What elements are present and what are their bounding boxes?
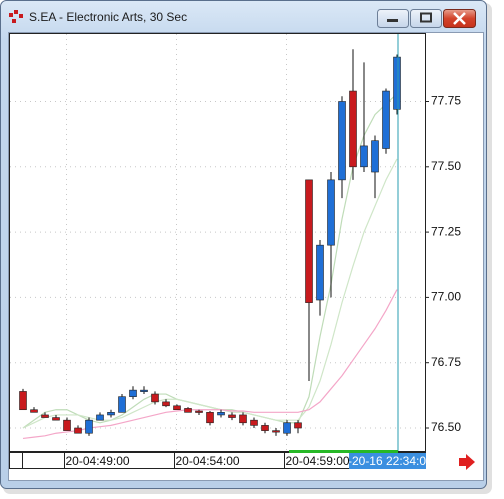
x-tick-label: 20-04:54:00: [176, 454, 240, 468]
candle-body: [206, 412, 214, 424]
candle-body: [30, 409, 38, 413]
candle-body: [118, 396, 126, 413]
candle-body: [41, 414, 49, 418]
candle-body: [162, 401, 170, 407]
candle-body: [184, 408, 192, 413]
candle-body: [239, 414, 247, 424]
candle-body: [294, 422, 302, 429]
candle-body: [107, 412, 115, 416]
candle-body: [63, 419, 71, 431]
candle-body: [327, 179, 335, 246]
y-tick-label: 77.00: [431, 290, 461, 304]
candle-body: [360, 145, 368, 168]
close-button[interactable]: [443, 9, 476, 28]
candle-body: [19, 391, 27, 411]
app-icon: [9, 10, 23, 23]
candle-body: [96, 414, 104, 421]
cursor-label-box: [349, 453, 426, 469]
selection-strip: [289, 450, 398, 453]
candle-body: [261, 425, 269, 431]
scroll-right-arrow[interactable]: [459, 454, 475, 470]
plot-frame: [9, 33, 426, 452]
plot: [10, 34, 425, 451]
x-tick-label: 20-04:49:00: [66, 454, 130, 468]
candle-body: [305, 179, 313, 303]
candle-body: [393, 56, 401, 110]
candle-body: [85, 419, 93, 434]
candle-body: [52, 417, 60, 421]
candle-body: [316, 244, 324, 301]
client-area: [8, 32, 484, 481]
candle-body: [195, 410, 203, 413]
candle-body: [283, 422, 291, 434]
y-tick-label: 77.75: [431, 94, 461, 108]
y-tick-label: 76.50: [431, 420, 461, 434]
candle-body: [272, 430, 280, 433]
candle-body: [371, 140, 379, 173]
y-tick-label: 77.50: [431, 159, 461, 173]
candle-body: [173, 405, 181, 411]
candle-body: [382, 90, 390, 149]
maximize-button[interactable]: [410, 9, 442, 28]
candle-body: [217, 412, 225, 416]
candle-body: [74, 427, 82, 434]
moving-average: [22, 158, 398, 429]
axis-corner-box: [9, 452, 23, 469]
x-tick-label: 20-04:59:00: [286, 454, 350, 468]
y-tick-label: 77.25: [431, 224, 461, 238]
window-title: S.EA - Electronic Arts, 30 Sec: [29, 10, 187, 24]
candle-body: [129, 389, 137, 397]
candle-body: [338, 101, 346, 181]
candle-body: [151, 393, 159, 403]
cursor-label: 7-20-16 22:34:00: [341, 454, 433, 468]
candle-body: [250, 419, 258, 426]
candle-body: [228, 414, 236, 418]
candle-body: [140, 389, 148, 392]
y-tick-label: 76.75: [431, 355, 461, 369]
candle-body: [349, 90, 357, 168]
minimize-button[interactable]: [377, 9, 409, 28]
